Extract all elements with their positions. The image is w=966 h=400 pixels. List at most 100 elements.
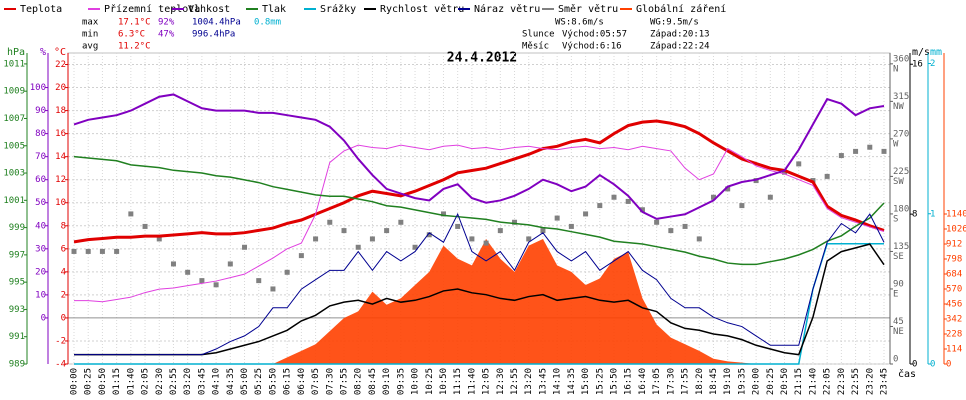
x-tick-label: 18:20 xyxy=(695,368,705,395)
y-tick-label: -2 xyxy=(55,336,66,346)
point xyxy=(483,240,489,246)
stat: 6.3°C xyxy=(118,30,145,40)
point xyxy=(142,223,148,229)
stat: 47% xyxy=(158,30,175,40)
point xyxy=(128,211,134,217)
legend-label: Náraz větru xyxy=(474,3,540,15)
x-tick-label: 09:35 xyxy=(396,368,406,395)
y-tick-label: 45 xyxy=(893,317,904,327)
point xyxy=(156,236,162,242)
point xyxy=(242,244,248,250)
x-tick-label: 01:15 xyxy=(112,368,122,395)
x-tick-label: 11:15 xyxy=(453,368,463,395)
y-tick-label: 50 xyxy=(35,198,46,208)
point xyxy=(796,161,802,167)
y-tick-label: 40 xyxy=(35,221,46,231)
point xyxy=(85,248,91,254)
area xyxy=(74,239,884,364)
y-tick-label: 995 xyxy=(9,278,25,288)
y-tick-label: 315 xyxy=(893,92,909,102)
y-tick-label: 0 xyxy=(893,355,898,365)
x-tick-label: 03:45 xyxy=(197,368,207,395)
point xyxy=(284,269,290,275)
x-tick-label: 05:25 xyxy=(254,368,264,395)
y-tick-label: 1011 xyxy=(3,59,25,69)
x-tick-label: 16:15 xyxy=(624,368,634,395)
x-tick-label: 05:00 xyxy=(240,368,250,395)
y-tick-label: 4 xyxy=(61,267,66,277)
astro: Východ:6:16 xyxy=(562,42,622,52)
y-tick-label: 22 xyxy=(55,60,66,70)
y-tick-label: 100 xyxy=(30,83,46,93)
x-tick-label: 19:10 xyxy=(723,368,733,395)
x-tick-label: 22:05 xyxy=(823,368,833,395)
x-tick-label: 20:25 xyxy=(766,368,776,395)
x-tick-label: 16:40 xyxy=(638,368,648,395)
line xyxy=(74,144,885,303)
x-tick-label: 04:10 xyxy=(212,368,222,395)
x-tick-label: 15:00 xyxy=(581,368,591,395)
x-tick-label: 17:30 xyxy=(666,368,676,395)
y-tick-label: 14 xyxy=(55,152,66,162)
point xyxy=(185,269,191,275)
compass-label: SW xyxy=(893,177,904,187)
y-tick-label: 1005 xyxy=(3,141,25,151)
x-tick-label: 22:55 xyxy=(851,368,861,395)
x-tick-label: 05:50 xyxy=(268,368,278,395)
x-tick-label: 01:40 xyxy=(126,368,136,395)
point xyxy=(526,236,532,242)
x-tick-label: 20:50 xyxy=(780,368,790,395)
x-tick-label: 07:55 xyxy=(340,368,350,395)
point xyxy=(867,144,873,150)
y-tick-label: 1026 xyxy=(946,225,966,235)
y-tick-label: 10 xyxy=(55,198,66,208)
x-tick-label: 00:25 xyxy=(84,368,94,395)
x-tick-label: 18:45 xyxy=(709,368,719,395)
point xyxy=(384,228,390,234)
point xyxy=(270,286,276,292)
compass-label: NE xyxy=(893,327,904,337)
chart-title: 24.4.2012 xyxy=(447,51,517,66)
y-tick-label: 993 xyxy=(9,305,25,315)
y-tick-label: 1007 xyxy=(3,114,25,124)
x-tick-label: 21:15 xyxy=(794,368,804,395)
y-tick-label: -4 xyxy=(55,360,66,370)
stat: 1004.4hPa xyxy=(192,18,241,28)
y-tick-label: 16 xyxy=(55,129,66,139)
point xyxy=(625,198,631,204)
legend-label: Vlhkost xyxy=(188,4,230,15)
point xyxy=(668,228,674,234)
line xyxy=(73,155,885,266)
x-tick-label: 17:05 xyxy=(652,368,662,395)
y-tick-label: 8 xyxy=(912,210,917,220)
astro: Východ:05:57 xyxy=(562,30,627,40)
point xyxy=(611,194,617,200)
point xyxy=(554,215,560,221)
legend-label: Teplota xyxy=(20,4,62,15)
point xyxy=(227,261,233,267)
x-tick-label: 02:30 xyxy=(155,368,165,395)
x-tick-label: 02:55 xyxy=(169,368,179,395)
y-tick-label: 0 xyxy=(946,360,951,370)
point xyxy=(256,278,262,284)
y-tick-label: 6 xyxy=(61,244,66,254)
y-tick-label: 228 xyxy=(946,330,962,340)
x-tick-label: 08:20 xyxy=(354,368,364,395)
y-tick-label: 30 xyxy=(35,244,46,254)
compass-label: NW xyxy=(893,102,904,112)
compass-label: SE xyxy=(893,252,904,262)
point xyxy=(398,219,404,225)
y-tick-label: 8 xyxy=(61,221,66,231)
y-tick-label: 18 xyxy=(55,106,66,116)
x-tick-label: 00:50 xyxy=(98,368,108,395)
y-tick-label: 1 xyxy=(930,209,935,219)
y-tick-label: 798 xyxy=(946,255,962,265)
x-axis-label: čas xyxy=(898,368,916,380)
y-tick-label: 989 xyxy=(9,360,25,370)
x-tick-label: 10:25 xyxy=(425,368,435,395)
stat: 996.4hPa xyxy=(192,30,235,40)
point xyxy=(725,186,731,192)
point xyxy=(213,282,219,288)
x-tick-label: 00:00 xyxy=(70,368,80,395)
x-tick-label: 06:40 xyxy=(297,368,307,395)
